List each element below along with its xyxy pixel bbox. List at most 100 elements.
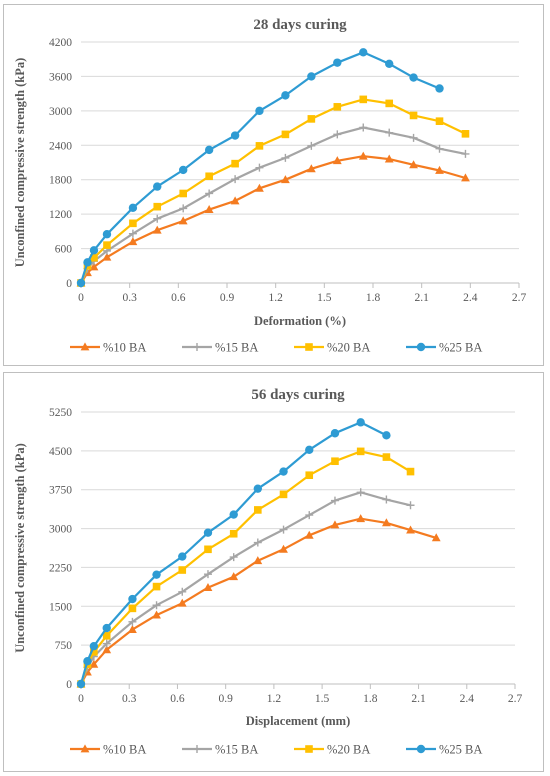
c1-data-point [382,518,391,527]
c0-data-point [255,183,264,192]
c0-xtick-label: 0 [78,292,84,304]
c1-data-point [304,530,314,539]
c1-legend-marker [416,744,426,754]
c0-data-point [281,175,290,184]
c1-data-point [102,639,111,648]
c0-series-2 [77,95,470,287]
c0-ytick-label: 0 [66,278,72,290]
c1-data-point [76,679,86,689]
c1-data-point [204,545,212,554]
c1-data-point [253,538,262,547]
c1-ytick-label: 5250 [49,407,72,419]
c1-y-axis-label: Unconfined compressive strength (kPa) [13,443,27,653]
c1-data-point [177,598,187,607]
c1-series-0 [76,514,441,688]
c0-data-point [461,173,470,182]
c1-data-point [128,625,137,633]
c0-data-point [281,91,290,100]
c1-legend-label: %10 BA [103,743,146,757]
c1-data-point [89,641,99,651]
c1-xtick-label: 0.3 [122,693,137,705]
c1-data-point [382,431,391,440]
c1-data-point [254,506,262,514]
c0-series-line [79,126,466,284]
c1-data-point [203,583,213,592]
c0-data-point [435,84,444,93]
c0-ytick-label: 3000 [49,106,72,118]
c0-data-point [178,216,188,225]
c1-data-point [229,529,238,538]
c0-data-point [102,252,112,261]
c0-data-point [409,160,418,169]
c0-xtick-label: 1.5 [317,292,332,304]
c1-data-point [356,418,365,427]
c0-title: 28 days curing [253,17,347,33]
c0-data-point [435,165,444,174]
c0-data-point [230,131,240,140]
c0-data-point [230,196,240,205]
c1-data-point [279,490,288,499]
c0-data-point [385,128,394,137]
c1-data-point [305,445,314,455]
c0-legend-marker [193,343,201,351]
c0-series-3 [76,48,444,288]
c0-data-point [128,203,138,213]
c0-data-point [153,214,162,223]
c1-data-point [128,594,137,604]
c1-data-point [279,467,288,476]
c0-data-point [103,241,111,249]
c0-data-point [461,130,470,138]
c0-xtick-label: 2.4 [463,292,478,304]
c0-legend-label: %15 BA [215,341,258,355]
c1-legend-label: %15 BA [215,743,258,757]
c0-data-point [333,58,342,67]
c1-data-point [203,570,212,579]
c1-xtick-label: 0.9 [218,693,233,705]
c0-data-point [461,149,470,158]
c0-data-point [129,219,137,228]
c1-legend: %10 BA %15 BA %20 BA %25 BA [70,743,482,757]
c1-ytick-label: 750 [55,640,73,652]
c1-data-point [102,623,111,633]
c0-data-point [255,163,264,172]
c1-data-point [102,632,111,640]
c1-legend-marker [305,745,313,753]
c1-ytick-label: 0 [66,679,72,691]
c0-data-point [307,72,316,81]
c1-data-point [178,552,187,561]
c0-data-point [90,253,98,262]
c1-data-point [229,572,239,581]
c0-y-axis-label: Unconfined compressive strength (kPa) [13,58,27,268]
chart-panel-56-days: 56 days curing 0 750 1500 2250 3000 3750 4500 52… [3,372,544,772]
c0-ytick-label: 3600 [49,71,72,83]
c0-data-point [179,189,187,198]
c0-data-point [205,172,213,181]
c0-data-point [89,246,99,255]
c1-data-point [330,520,340,529]
c1-data-point [330,429,340,438]
c0-legend-label: %25 BA [439,341,482,355]
c1-ytick-label: 4500 [49,446,72,458]
c0-data-point [307,141,316,150]
c1-xtick-label: 2.4 [460,693,475,705]
c0-legend-marker [416,342,426,352]
c1-data-point [382,495,391,504]
c0-data-point [307,115,316,123]
c1-legend-label: %20 BA [327,743,370,757]
c1-xtick-label: 0.6 [170,693,185,705]
c0-ytick-label: 600 [55,244,73,256]
c1-data-point [152,582,161,591]
c1-data-point [305,471,314,480]
c0-data-point [409,73,418,82]
c1-title: 56 days curing [251,387,345,403]
c1-data-point [128,617,137,626]
c1-data-point [152,610,161,619]
c0-ytick-label: 2400 [49,140,72,152]
c0-data-point [385,59,394,69]
c0-x-axis-label: Deformation (%) [254,314,346,328]
c0-data-point [128,237,138,246]
c0-data-point [435,117,444,125]
c0-xtick-label: 0.3 [122,292,137,304]
c0-ytick-label: 4200 [49,37,72,49]
c0-data-point [76,278,86,288]
